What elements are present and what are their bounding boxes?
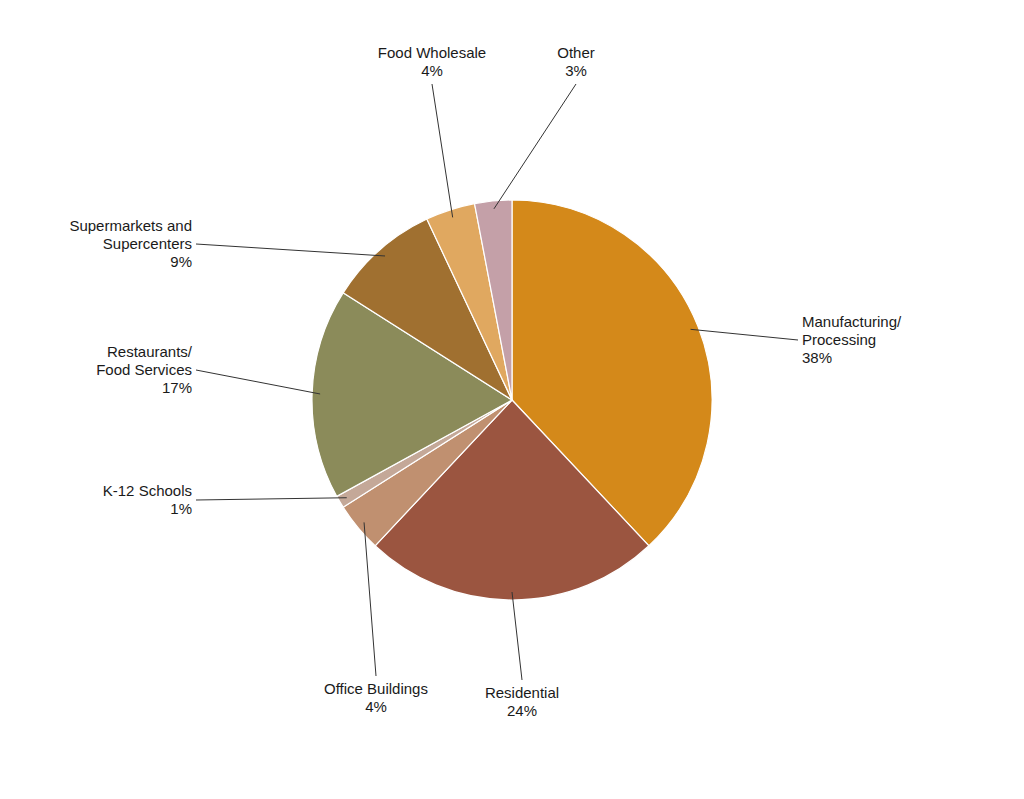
category-label: Supercenters: [103, 235, 192, 252]
slice-label: Food Wholesale4%: [378, 44, 486, 79]
category-label: Restaurants/: [107, 343, 193, 360]
leader-line: [494, 84, 576, 209]
chart-svg: Manufacturing/Processing38% Residential24…: [0, 0, 1024, 799]
slices: [312, 200, 712, 600]
value-label: 4%: [365, 698, 387, 715]
leader-line: [196, 498, 347, 500]
pie-slice: [475, 200, 512, 400]
category-label: Supermarkets and: [69, 217, 192, 234]
value-label: 1%: [170, 500, 192, 517]
slice-label: Supermarkets andSupercenters9%: [69, 217, 192, 270]
leader-line: [691, 329, 798, 340]
slice-label: Manufacturing/Processing38%: [802, 313, 902, 366]
value-label: 3%: [565, 62, 587, 79]
leader-line: [196, 244, 385, 256]
leader-line: [432, 84, 453, 217]
slice-label: Office Buildings4%: [324, 680, 428, 715]
value-label: 17%: [162, 379, 192, 396]
category-label: Food Services: [96, 361, 192, 378]
category-label: Processing: [802, 331, 876, 348]
leader-line: [512, 592, 522, 680]
value-label: 9%: [170, 253, 192, 270]
category-label: Other: [557, 44, 595, 61]
category-label: K-12 Schools: [103, 482, 192, 499]
slice-label: K-12 Schools1%: [103, 482, 192, 517]
slice-label: Residential24%: [485, 684, 559, 719]
leader-line: [364, 522, 376, 676]
leader-line: [196, 370, 320, 394]
value-label: 4%: [421, 62, 443, 79]
category-label: Office Buildings: [324, 680, 428, 697]
slice-label: Other3%: [557, 44, 595, 79]
slice-label: Restaurants/Food Services17%: [96, 343, 193, 396]
category-label: Food Wholesale: [378, 44, 486, 61]
category-label: Residential: [485, 684, 559, 701]
leader-lines: [196, 84, 798, 680]
category-label: Manufacturing/: [802, 313, 902, 330]
value-label: 24%: [507, 702, 537, 719]
labels: Manufacturing/Processing38% Residential24…: [69, 44, 902, 719]
value-label: 38%: [802, 349, 832, 366]
chart-container: Manufacturing/Processing38% Residential24…: [0, 0, 1024, 799]
